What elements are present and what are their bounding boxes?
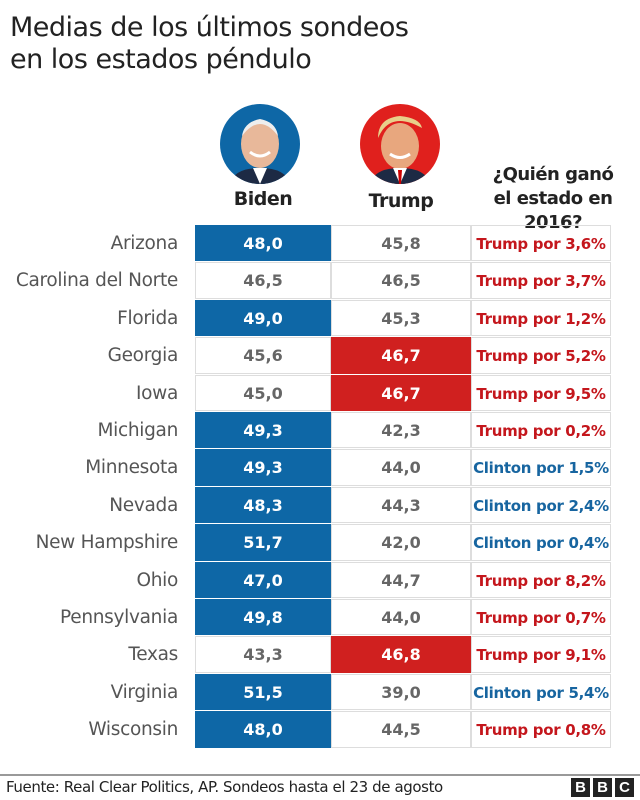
biden-value-cell: 43,3 [195, 636, 331, 673]
result-2016-cell: Trump por 9,5% [471, 374, 611, 411]
result-2016-cell: Trump por 5,2% [471, 337, 611, 374]
result-2016-cell: Clinton por 5,4% [471, 673, 611, 711]
biden-value-cell: 48,3 [195, 486, 331, 524]
biden-value-cell: 49,3 [195, 412, 331, 449]
trump-value-cell: 46,7 [331, 374, 471, 411]
result-column-header: ¿Quién ganó el estado en 2016? [466, 163, 640, 235]
table-row: Nevada 48,3 44,3 Clinton por 2,4% [0, 486, 640, 524]
result-2016-cell: Trump por 3,7% [471, 262, 611, 299]
trump-value-cell: 45,3 [331, 299, 471, 337]
trump-value-cell: 45,8 [331, 225, 471, 262]
trump-column-header: Trump [368, 190, 434, 212]
biden-value-cell: 49,3 [195, 449, 331, 486]
biden-value-cell: 51,5 [195, 673, 331, 711]
trump-value-cell: 44,3 [331, 486, 471, 524]
trump-value-cell: 42,3 [331, 412, 471, 449]
biden-value-cell: 47,0 [195, 561, 331, 598]
table-row: Ohio 47,0 44,7 Trump por 8,2% [0, 561, 640, 599]
state-label: Minnesota [85, 457, 178, 479]
table-row: Iowa 45,0 46,7 Trump por 9,5% [0, 374, 640, 412]
trump-value-cell: 44,5 [331, 711, 471, 748]
table-row: Texas 43,3 46,8 Trump por 9,1% [0, 636, 640, 673]
biden-photo [220, 104, 300, 184]
trump-value-cell: 44,0 [331, 449, 471, 486]
biden-value-cell: 48,0 [195, 225, 331, 262]
state-label: Texas [128, 644, 178, 666]
state-label: Arizona [110, 233, 179, 254]
biden-value-cell: 46,5 [195, 262, 331, 299]
biden-value-cell: 45,6 [195, 337, 331, 374]
state-label: Ohio [136, 569, 178, 591]
trump-value-cell: 44,0 [331, 599, 471, 636]
result-2016-cell: Clinton por 0,4% [471, 524, 611, 561]
biden-value-cell: 45,0 [195, 374, 331, 411]
trump-value-cell: 46,5 [331, 262, 471, 299]
biden-value-cell: 49,8 [195, 599, 331, 636]
biden-value-cell: 48,0 [195, 711, 331, 748]
bbc-logo-letter: C [615, 778, 634, 797]
state-label: Pennsylvania [60, 607, 178, 628]
trump-value-cell: 46,7 [331, 337, 471, 374]
table-row: Michigan 49,3 42,3 Trump por 0,2% [0, 412, 640, 449]
table-row: Pennsylvania 49,8 44,0 Trump por 0,7% [0, 599, 640, 636]
state-label: Nevada [109, 494, 178, 516]
footer-divider [0, 774, 640, 776]
trump-photo [360, 104, 440, 184]
table-row: Arizona 48,0 45,8 Trump por 3,6% [0, 225, 640, 262]
trump-value-cell: 44,7 [331, 561, 471, 598]
state-label: Wisconsin [88, 719, 178, 741]
trump-value-cell: 39,0 [331, 673, 471, 711]
chart-title: Medias de los últimos sondeos en los est… [10, 12, 409, 76]
table-row: Carolina del Norte 46,5 46,5 Trump por 3,7% [0, 262, 640, 299]
state-label: Carolina del Norte [15, 270, 178, 292]
table-row: Minnesota 49,3 44,0 Clinton por 1,5% [0, 449, 640, 486]
source-note: Fuente: Real Clear Politics, AP. Sondeos… [6, 778, 443, 796]
result-2016-cell: Trump por 9,1% [471, 636, 611, 673]
result-2016-cell: Trump por 3,6% [471, 225, 611, 262]
title-line-2: en los estados péndulo [10, 44, 312, 75]
bbc-logo-letter: B [571, 778, 590, 797]
result-2016-cell: Trump por 0,8% [471, 711, 611, 748]
trump-value-cell: 46,8 [331, 636, 471, 673]
result-2016-cell: Clinton por 1,5% [471, 449, 611, 486]
state-label: Michigan [97, 420, 178, 441]
table-row: Florida 49,0 45,3 Trump por 1,2% [0, 299, 640, 337]
state-label: Florida [117, 307, 178, 329]
table-row: Wisconsin 48,0 44,5 Trump por 0,8% [0, 711, 640, 748]
biden-column-header: Biden [233, 188, 293, 210]
result-header-line-2: el estado en 2016? [493, 188, 613, 233]
bbc-logo-letter: B [593, 778, 612, 797]
result-2016-cell: Trump por 0,7% [471, 599, 611, 636]
state-label: Georgia [107, 345, 179, 367]
title-line-1: Medias de los últimos sondeos [10, 12, 409, 43]
table-row: Georgia 45,6 46,7 Trump por 5,2% [0, 337, 640, 374]
state-label: New Hampshire [35, 532, 179, 554]
state-label: Virginia [110, 681, 179, 703]
table-row: New Hampshire 51,7 42,0 Clinton por 0,4% [0, 524, 640, 561]
result-header-line-1: ¿Quién ganó [492, 164, 614, 185]
result-2016-cell: Trump por 1,2% [471, 299, 611, 337]
biden-value-cell: 51,7 [195, 524, 331, 561]
state-label: Iowa [135, 382, 178, 404]
result-2016-cell: Trump por 8,2% [471, 561, 611, 598]
trump-value-cell: 42,0 [331, 524, 471, 561]
result-2016-cell: Trump por 0,2% [471, 412, 611, 449]
table-row: Virginia 51,5 39,0 Clinton por 5,4% [0, 673, 640, 711]
result-2016-cell: Clinton por 2,4% [471, 486, 611, 524]
biden-value-cell: 49,0 [195, 299, 331, 337]
